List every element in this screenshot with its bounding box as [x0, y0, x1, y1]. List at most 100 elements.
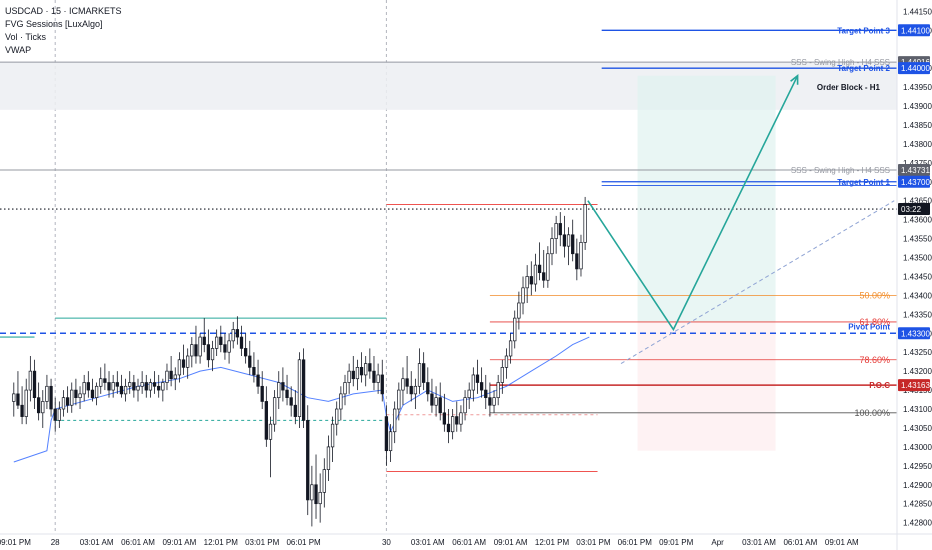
- candle[interactable]: [152, 371, 157, 394]
- candle[interactable]: [380, 359, 384, 402]
- candle[interactable]: [210, 340, 215, 372]
- candle[interactable]: [343, 374, 347, 406]
- candle[interactable]: [256, 359, 260, 394]
- candle[interactable]: [397, 382, 401, 421]
- candle[interactable]: [517, 291, 521, 330]
- candle[interactable]: [442, 393, 447, 432]
- candle[interactable]: [376, 363, 380, 394]
- candle[interactable]: [293, 390, 297, 425]
- candle[interactable]: [285, 374, 289, 406]
- candle[interactable]: [281, 367, 285, 402]
- candle[interactable]: [554, 215, 558, 254]
- candle[interactable]: [181, 344, 186, 375]
- candle[interactable]: [529, 261, 533, 296]
- candle[interactable]: [355, 359, 360, 391]
- candle[interactable]: [115, 371, 119, 394]
- candle[interactable]: [74, 378, 78, 406]
- candle[interactable]: [318, 473, 322, 523]
- candle[interactable]: [459, 405, 463, 432]
- candle[interactable]: [339, 386, 343, 421]
- candle[interactable]: [252, 352, 256, 383]
- candle[interactable]: [45, 374, 49, 410]
- candle[interactable]: [562, 215, 567, 258]
- candle[interactable]: [558, 212, 562, 247]
- candle[interactable]: [359, 352, 364, 383]
- target-point-2-badge[interactable]: 1.44000: [898, 62, 930, 75]
- legend-symbol[interactable]: USDCAD · 15 · ICMARKETS: [5, 6, 122, 16]
- candle[interactable]: [450, 409, 455, 440]
- candle[interactable]: [426, 367, 430, 402]
- legend-indicator-fvg[interactable]: FVG Sessions [LuxAlgo]: [5, 19, 103, 29]
- candle[interactable]: [504, 348, 509, 379]
- candle[interactable]: [65, 386, 70, 413]
- candle[interactable]: [161, 378, 165, 402]
- candle[interactable]: [550, 227, 554, 266]
- candle[interactable]: [186, 348, 190, 379]
- candle[interactable]: [206, 329, 211, 368]
- candle[interactable]: [148, 378, 153, 398]
- candle[interactable]: [223, 333, 227, 360]
- candle[interactable]: [463, 390, 467, 421]
- candle[interactable]: [455, 401, 459, 432]
- candle[interactable]: [169, 356, 173, 387]
- candle[interactable]: [508, 333, 513, 364]
- candle[interactable]: [227, 333, 231, 364]
- candle[interactable]: [368, 348, 372, 379]
- candle[interactable]: [235, 316, 240, 345]
- candle[interactable]: [314, 454, 318, 519]
- candle[interactable]: [248, 340, 252, 375]
- candle[interactable]: [571, 219, 575, 262]
- candle[interactable]: [401, 367, 405, 406]
- position-loss-zone[interactable]: [637, 321, 776, 451]
- candle[interactable]: [479, 367, 484, 398]
- candle[interactable]: [132, 374, 136, 398]
- candle[interactable]: [103, 363, 107, 391]
- current-price-badge[interactable]: 03:22: [898, 203, 930, 216]
- candle[interactable]: [405, 356, 409, 394]
- candle[interactable]: [94, 382, 99, 406]
- candle[interactable]: [243, 333, 248, 364]
- candle[interactable]: [219, 325, 223, 353]
- projection-path[interactable]: [587, 75, 799, 332]
- candle[interactable]: [306, 405, 310, 516]
- candle[interactable]: [525, 265, 529, 303]
- candle[interactable]: [119, 374, 124, 398]
- legend-indicator-vwap[interactable]: VWAP: [5, 45, 32, 55]
- candle[interactable]: [231, 321, 235, 349]
- candle[interactable]: [297, 352, 302, 428]
- candle[interactable]: [82, 374, 86, 402]
- candle[interactable]: [351, 356, 355, 387]
- candle[interactable]: [57, 401, 61, 428]
- candle[interactable]: [533, 253, 538, 292]
- candle[interactable]: [347, 363, 351, 394]
- candle[interactable]: [322, 458, 326, 508]
- candle[interactable]: [430, 378, 434, 413]
- candle[interactable]: [128, 371, 132, 394]
- candle[interactable]: [492, 390, 496, 413]
- candle[interactable]: [53, 397, 57, 432]
- target-point-1-badge[interactable]: 1.43700: [898, 175, 930, 188]
- candle[interactable]: [198, 333, 202, 364]
- candle[interactable]: [144, 374, 148, 398]
- candle[interactable]: [409, 371, 413, 402]
- candle[interactable]: [165, 363, 169, 391]
- candle[interactable]: [20, 386, 24, 425]
- candle[interactable]: [111, 374, 115, 398]
- candle[interactable]: [335, 401, 339, 436]
- candle[interactable]: [566, 227, 571, 266]
- candle[interactable]: [372, 356, 376, 391]
- candle[interactable]: [384, 405, 389, 466]
- candle[interactable]: [475, 359, 480, 394]
- candle[interactable]: [393, 401, 397, 444]
- candle[interactable]: [413, 378, 418, 410]
- candle[interactable]: [28, 356, 33, 402]
- candle[interactable]: [49, 378, 53, 417]
- candle[interactable]: [496, 374, 500, 406]
- candle[interactable]: [575, 238, 579, 281]
- candle[interactable]: [123, 378, 128, 402]
- candle[interactable]: [70, 382, 74, 413]
- candle[interactable]: [107, 371, 111, 398]
- candle[interactable]: [484, 374, 488, 410]
- candle[interactable]: [32, 359, 37, 410]
- position-profit-zone[interactable]: [637, 75, 776, 322]
